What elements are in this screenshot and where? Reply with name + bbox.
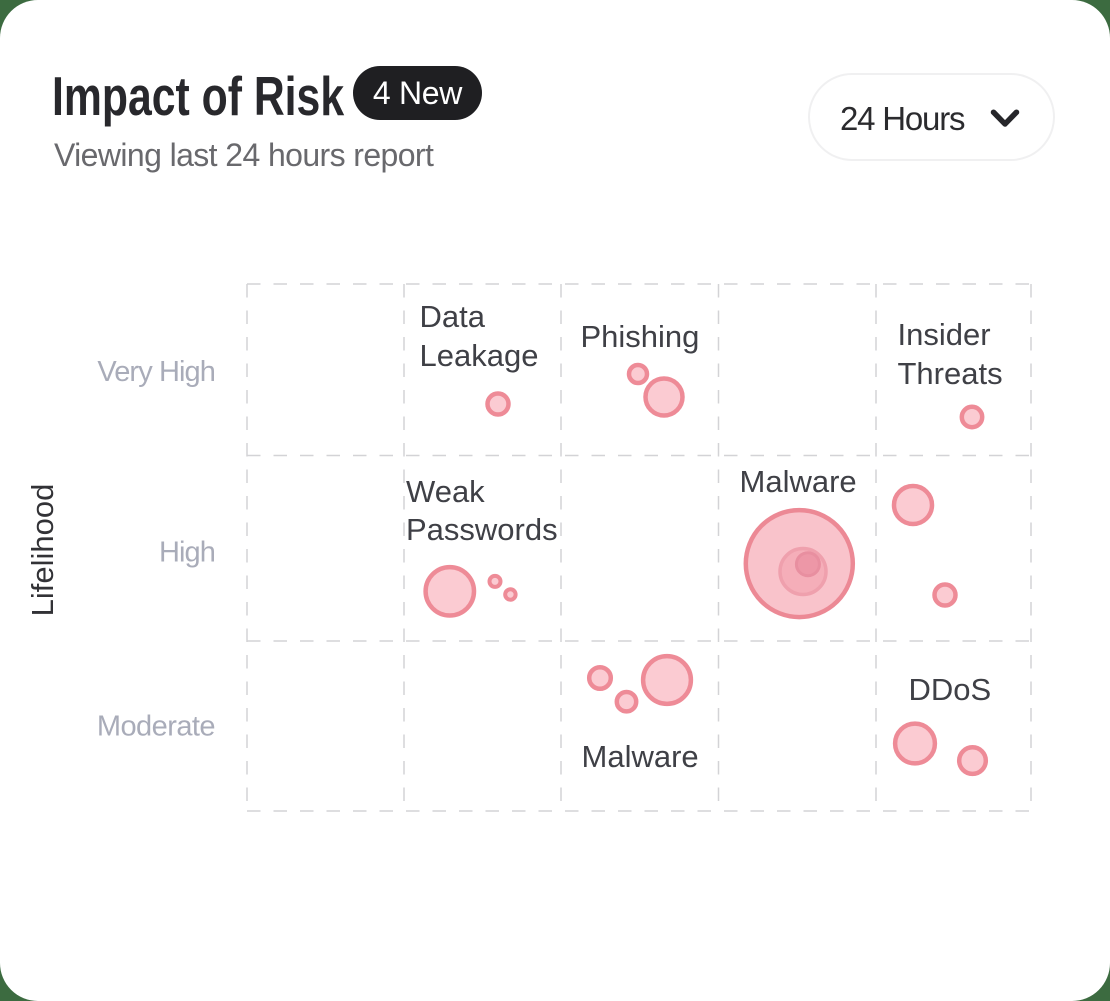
svg-text:Data: Data	[420, 299, 486, 334]
svg-text:Moderate: Moderate	[97, 711, 215, 743]
svg-text:High: High	[159, 537, 215, 569]
svg-text:Passwords: Passwords	[406, 512, 558, 547]
svg-text:Very High: Very High	[97, 356, 215, 388]
svg-text:Lifelihood: Lifelihood	[25, 484, 60, 617]
svg-text:Malware: Malware	[740, 464, 857, 499]
svg-text:Leakage: Leakage	[420, 338, 539, 373]
svg-text:DDoS: DDoS	[909, 672, 992, 707]
svg-text:Weak: Weak	[406, 474, 485, 509]
svg-text:Threats: Threats	[898, 356, 1003, 391]
svg-text:Phishing: Phishing	[581, 319, 700, 354]
svg-text:Malware: Malware	[582, 739, 699, 774]
svg-text:Insider: Insider	[898, 317, 991, 352]
